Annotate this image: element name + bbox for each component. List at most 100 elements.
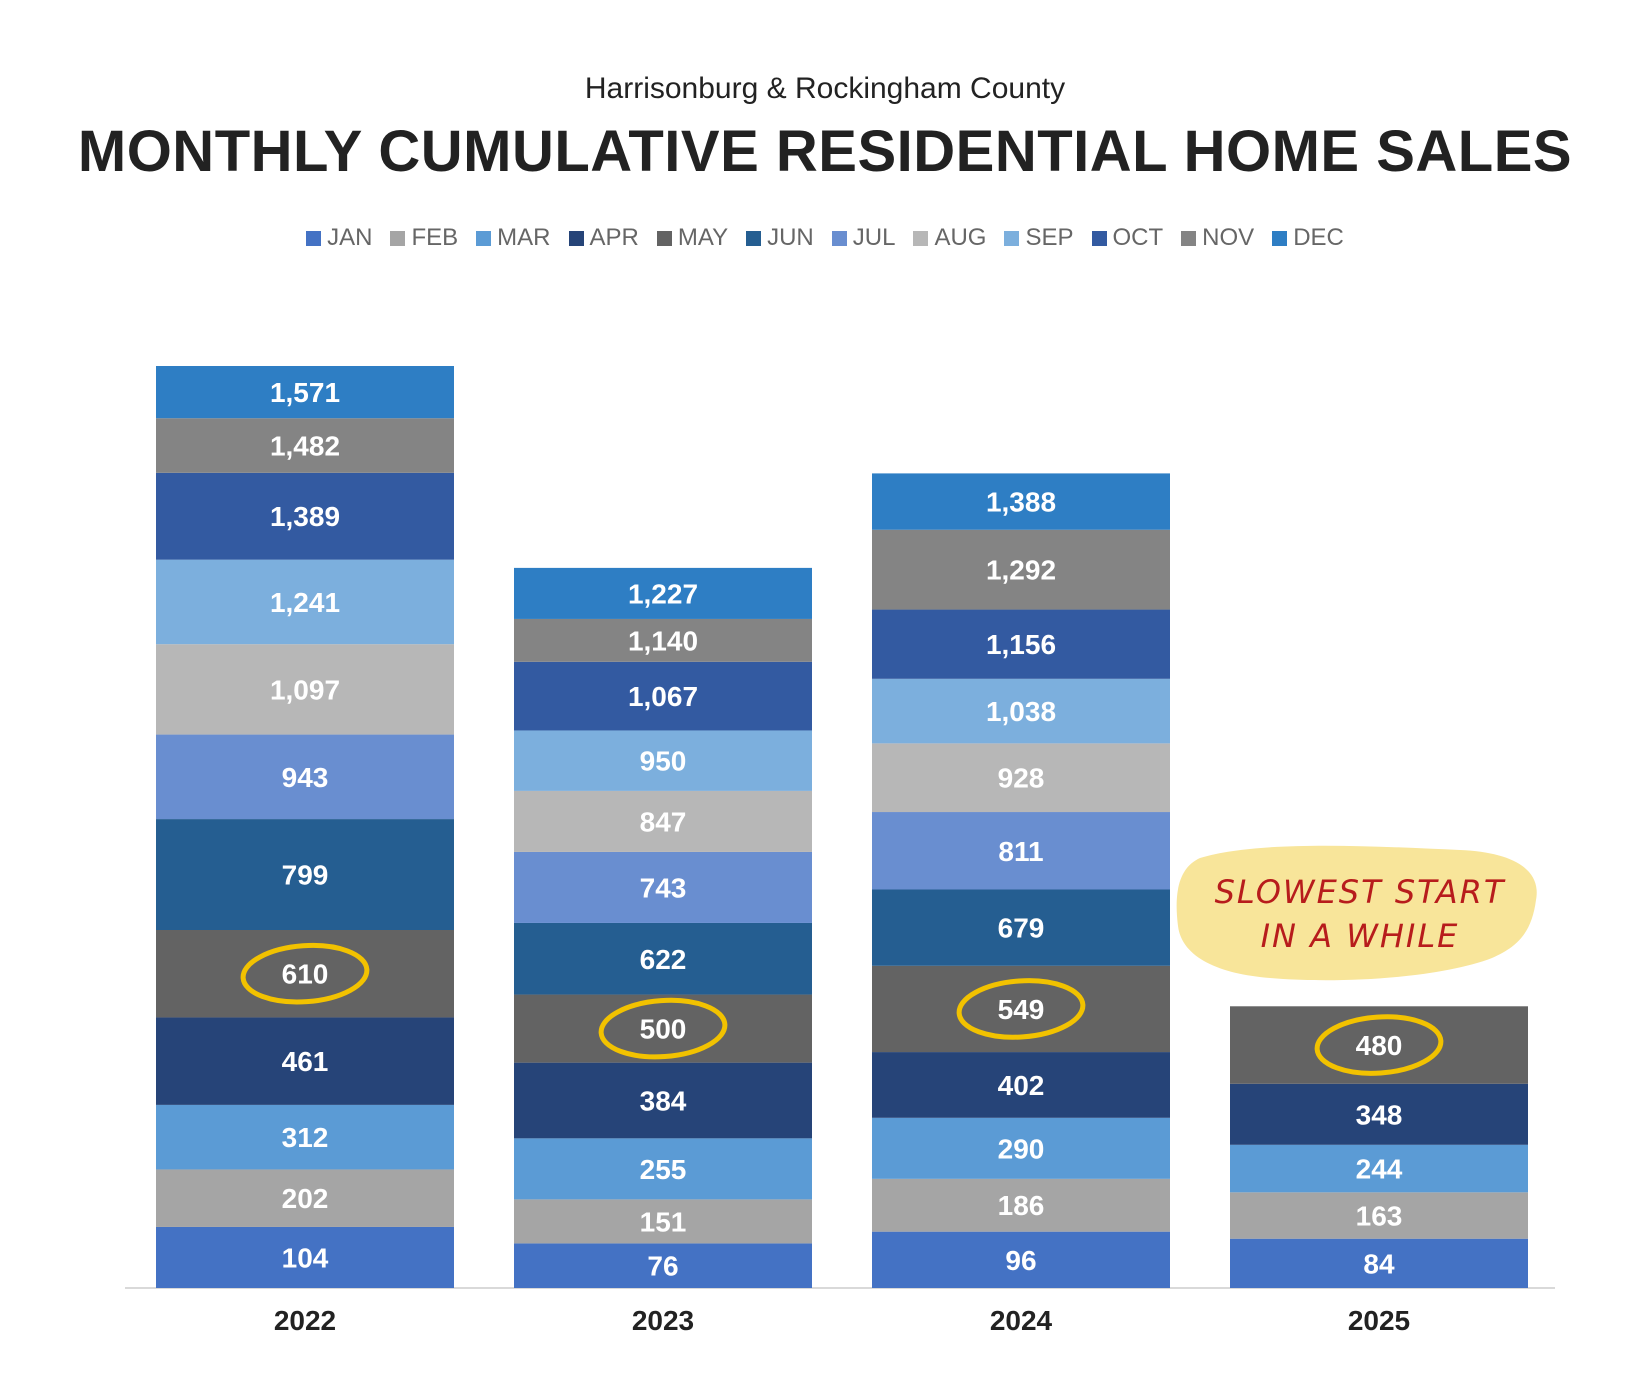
legend-label: OCT	[1112, 224, 1164, 251]
bar-segment-2023-oct	[514, 661, 812, 731]
legend-label: JUN	[767, 224, 814, 251]
bar-segment-2024-sep	[872, 678, 1170, 744]
data-label: 84	[1363, 1248, 1395, 1279]
bar-segment-2022-nov	[156, 418, 454, 473]
x-tick-label: 2022	[274, 1305, 336, 1336]
bar-segment-2022-sep	[156, 559, 454, 645]
bar-segment-2024-feb	[872, 1178, 1170, 1232]
data-label: 1,067	[628, 681, 698, 712]
data-label: 96	[1005, 1245, 1036, 1276]
bar-segment-2023-nov	[514, 618, 812, 662]
data-label: 1,227	[628, 578, 698, 609]
bar-segment-2025-jan	[1230, 1238, 1528, 1288]
legend-swatch	[746, 230, 762, 246]
data-label: 928	[998, 763, 1045, 794]
bar-segment-2022-aug	[156, 644, 454, 735]
legend-swatch	[1004, 230, 1020, 246]
bar-segment-2022-oct	[156, 472, 454, 560]
data-label: 290	[998, 1133, 1045, 1164]
data-label: 811	[998, 836, 1043, 867]
data-label: 461	[282, 1046, 329, 1077]
data-label: 610	[282, 959, 329, 990]
bar-segment-2024-jun	[872, 889, 1170, 966]
bar-segment-2022-jan	[156, 1226, 454, 1288]
bar-segment-2023-jul	[514, 851, 812, 923]
legend-label: MAY	[677, 224, 729, 251]
x-tick-label: 2023	[632, 1305, 694, 1336]
legend-swatch	[476, 230, 492, 246]
legend-label: MAR	[497, 224, 551, 251]
bar-segment-2024-mar	[872, 1117, 1170, 1179]
data-label: 1,482	[270, 431, 340, 462]
legend-label: NOV	[1202, 224, 1255, 251]
data-label: 402	[998, 1070, 1045, 1101]
data-label: 151	[640, 1206, 687, 1237]
bar-segment-2022-mar	[156, 1104, 454, 1170]
legend-item-may: MAY	[656, 224, 729, 252]
bar-segment-2025-apr	[1230, 1083, 1528, 1145]
data-label: 1,388	[986, 487, 1056, 518]
data-label: 743	[640, 872, 687, 903]
bar-segment-2022-dec	[156, 366, 454, 419]
bar-segment-2022-feb	[156, 1169, 454, 1227]
data-label: 1,292	[986, 555, 1056, 586]
data-label: 202	[282, 1183, 329, 1214]
data-label: 76	[647, 1251, 678, 1282]
legend-label: APR	[589, 224, 639, 251]
legend-item-sep: SEP	[1004, 224, 1074, 252]
data-label: 1,038	[986, 696, 1056, 727]
bar-segment-2024-jan	[872, 1231, 1170, 1288]
bar-segment-2023-mar	[514, 1138, 812, 1200]
legend-label: JAN	[327, 224, 373, 251]
bar-segment-2024-nov	[872, 529, 1170, 610]
bar-segment-2023-jun	[514, 922, 812, 995]
data-label: 679	[998, 913, 1045, 944]
highlight-circle	[956, 978, 1086, 1040]
legend-item-mar: MAR	[476, 224, 551, 252]
legend-swatch	[831, 230, 847, 246]
bar-segment-2023-apr	[514, 1062, 812, 1139]
chart-title: MONTHLY CUMULATIVE RESIDENTIAL HOME SALE…	[77, 119, 1573, 184]
bar-segment-2023-sep	[514, 730, 812, 791]
data-label: 348	[1356, 1099, 1403, 1130]
data-label: 799	[282, 860, 329, 891]
bar-segment-2024-apr	[872, 1052, 1170, 1118]
highlight-circle	[598, 997, 728, 1060]
data-label: 950	[640, 746, 687, 777]
legend-swatch	[390, 230, 406, 246]
data-label: 1,241	[270, 587, 340, 618]
annotation-line-2: IN A WHILE	[1260, 917, 1460, 955]
data-label: 1,571	[270, 377, 340, 408]
legend-item-feb: FEB	[390, 224, 458, 252]
bar-segment-2023-dec	[514, 567, 812, 619]
data-label: 384	[640, 1085, 687, 1116]
data-label: 622	[640, 944, 687, 975]
legend-item-dec: DEC	[1272, 224, 1344, 252]
legend-label: DEC	[1293, 224, 1344, 251]
x-tick-label: 2025	[1348, 1305, 1410, 1336]
bar-segment-2024-jul	[872, 812, 1170, 890]
legend-item-apr: APR	[568, 224, 639, 252]
highlight-circle	[240, 942, 370, 1005]
legend-item-aug: AUG	[913, 224, 986, 252]
legend-label: JUL	[852, 224, 896, 251]
legend-item-oct: OCT	[1091, 224, 1164, 252]
legend-swatch	[568, 230, 584, 246]
data-label: 549	[998, 994, 1045, 1025]
bar-segment-2023-aug	[514, 790, 812, 852]
bar-segment-2023-may	[514, 994, 812, 1063]
annotation-line-1: SLOWEST START	[1214, 873, 1506, 911]
bar-segment-2025-mar	[1230, 1144, 1528, 1193]
highlight-blob	[1176, 845, 1537, 981]
legend-swatch	[913, 230, 929, 246]
data-label: 163	[1356, 1201, 1403, 1232]
data-label: 847	[640, 806, 687, 837]
data-label: 480	[1356, 1030, 1403, 1061]
bar-segment-2022-jul	[156, 734, 454, 820]
bar-segment-2022-apr	[156, 1017, 454, 1105]
legend-item-jan: JAN	[306, 224, 372, 252]
chart-subtitle: Harrisonburg & Rockingham County	[584, 72, 1066, 105]
data-label: 1,389	[270, 501, 340, 532]
bar-segment-2023-feb	[514, 1199, 812, 1244]
